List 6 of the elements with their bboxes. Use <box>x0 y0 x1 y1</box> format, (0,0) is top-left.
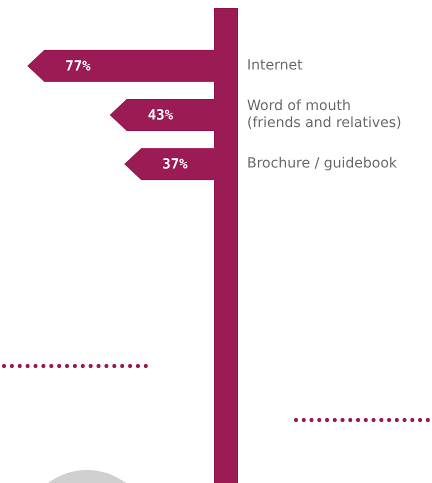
y-tick-label: Word of mouth (friends and relatives) <box>247 98 402 132</box>
data-label: 43% <box>148 108 174 124</box>
y-tick-label: Internet <box>247 58 304 74</box>
data-label: 77% <box>65 58 92 75</box>
data-label: 37% <box>162 156 188 173</box>
y-tick-label: Brochure / guidebook <box>247 156 398 172</box>
